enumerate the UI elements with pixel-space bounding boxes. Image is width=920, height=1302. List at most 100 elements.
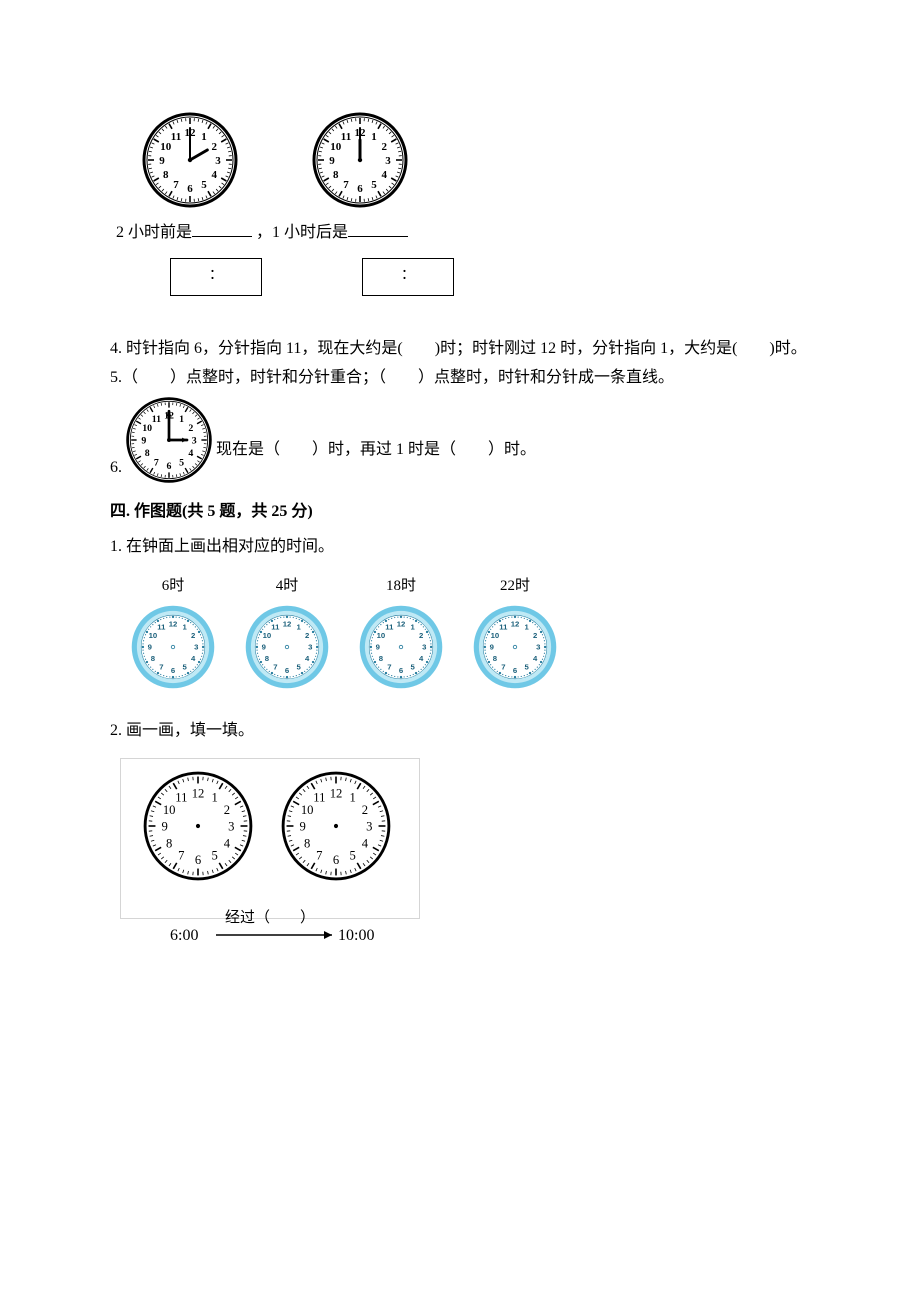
blank-1[interactable]	[192, 220, 252, 237]
svg-text:8: 8	[304, 836, 310, 850]
svg-text:2: 2	[224, 802, 230, 816]
svg-text:3: 3	[385, 155, 391, 167]
svg-text:10: 10	[160, 141, 172, 153]
s4q1-clockface-1[interactable]: 123456789101112	[130, 604, 216, 690]
svg-text:5: 5	[524, 663, 529, 672]
svg-text:4: 4	[533, 654, 538, 663]
svg-text:经过（ ）: 经过（ ）	[225, 909, 315, 926]
question-4: 4. 时针指向 6，分针指向 11，现在大约是( )时；时针刚过 12 时，分针…	[110, 336, 810, 362]
svg-text:1: 1	[371, 131, 377, 143]
svg-text:5: 5	[371, 179, 377, 191]
svg-text:9: 9	[262, 643, 267, 652]
svg-text:3: 3	[366, 819, 372, 833]
svg-text:6: 6	[285, 666, 290, 675]
svg-text:6: 6	[171, 666, 176, 675]
svg-text:7: 7	[154, 457, 159, 468]
svg-text:6: 6	[399, 666, 404, 675]
top-clock-row: 123456789101112 123456789101112	[140, 110, 810, 210]
time-box-1-colon: ：	[209, 265, 223, 287]
svg-text:9: 9	[141, 435, 146, 446]
svg-text:11: 11	[171, 131, 181, 143]
q6-text: 现在是（ ）时，再过 1 时是（ ）时。	[216, 437, 536, 481]
time-box-2[interactable]: ：	[362, 258, 454, 296]
s4q2-figure: 1234567891011121234567891011126:00经过（ ）1…	[120, 758, 810, 967]
svg-text:9: 9	[161, 819, 167, 833]
s4q1-prompt: 1. 在钟面上画出相对应的时间。	[110, 534, 810, 560]
svg-text:2: 2	[191, 631, 195, 640]
section-4-title: 四. 作图题(共 5 题，共 25 分)	[110, 499, 810, 525]
question-5: 5.（ ）点整时，时针和分针重合；（ ）点整时，时针和分针成一条直线。	[110, 365, 810, 391]
svg-text:11: 11	[341, 131, 351, 143]
svg-text:10: 10	[163, 802, 176, 816]
svg-text:6: 6	[357, 183, 363, 195]
svg-text:1: 1	[182, 622, 187, 631]
svg-text:3: 3	[308, 643, 313, 652]
svg-text:12: 12	[397, 619, 406, 628]
s4q1-clockface-3[interactable]: 123456789101112	[358, 604, 444, 690]
svg-text:1: 1	[350, 790, 356, 804]
svg-text:8: 8	[493, 654, 498, 663]
svg-text:5: 5	[212, 848, 218, 862]
svg-text:11: 11	[157, 622, 166, 631]
svg-text:10: 10	[301, 802, 314, 816]
question-6: 6. 123456789101112 现在是（ ）时，再过 1 时是（ ）时。	[110, 395, 810, 481]
svg-text:4: 4	[362, 836, 369, 850]
svg-text:4: 4	[381, 169, 387, 181]
top-label-2: ，1 小时后是	[256, 224, 348, 241]
s4q1-clockface-4[interactable]: 123456789101112	[472, 604, 558, 690]
svg-text:2: 2	[362, 802, 368, 816]
svg-text:5: 5	[179, 457, 184, 468]
svg-text:3: 3	[536, 643, 541, 652]
svg-text:8: 8	[333, 169, 339, 181]
s4q1-clock-4: 22时123456789101112	[472, 574, 558, 690]
s4q1-clock-1: 6时123456789101112	[130, 574, 216, 690]
top-clock-2-group: 123456789101112	[310, 110, 410, 210]
svg-text:9: 9	[299, 819, 305, 833]
svg-text:8: 8	[151, 654, 156, 663]
svg-text:2: 2	[211, 141, 217, 153]
svg-text:10:00: 10:00	[338, 927, 374, 944]
time-box-row: ： ：	[170, 250, 810, 296]
svg-text:1: 1	[410, 622, 415, 631]
svg-text:2: 2	[419, 631, 423, 640]
svg-text:7: 7	[159, 663, 163, 672]
svg-text:8: 8	[265, 654, 270, 663]
svg-text:7: 7	[501, 663, 505, 672]
svg-text:11: 11	[175, 790, 187, 804]
svg-text:12: 12	[192, 786, 205, 800]
s4q1-clock-3: 18时123456789101112	[358, 574, 444, 690]
svg-text:8: 8	[166, 836, 172, 850]
svg-text:1: 1	[524, 622, 529, 631]
svg-text:12: 12	[283, 619, 292, 628]
svg-text:6: 6	[513, 666, 518, 675]
svg-text:9: 9	[376, 643, 381, 652]
top-label-1: 2 小时前是	[116, 224, 192, 241]
q6-prefix: 6.	[110, 455, 122, 481]
svg-text:11: 11	[271, 622, 280, 631]
svg-text:4: 4	[224, 836, 231, 850]
s4q1-clock-label-2: 4时	[276, 574, 299, 598]
svg-text:1: 1	[179, 414, 184, 425]
svg-text:7: 7	[343, 179, 349, 191]
svg-text:6:00: 6:00	[170, 927, 198, 944]
s4q1-clock-label-3: 18时	[386, 574, 416, 598]
svg-text:11: 11	[385, 622, 394, 631]
top-clock-1-group: 123456789101112	[140, 110, 240, 210]
svg-text:5: 5	[350, 848, 356, 862]
svg-text:11: 11	[152, 414, 161, 425]
svg-text:9: 9	[159, 155, 165, 167]
svg-text:10: 10	[491, 631, 500, 640]
time-box-1[interactable]: ：	[170, 258, 262, 296]
blank-2[interactable]	[348, 220, 408, 237]
svg-text:9: 9	[148, 643, 153, 652]
svg-text:12: 12	[169, 619, 178, 628]
svg-text:4: 4	[211, 169, 217, 181]
top-clock-1: 123456789101112	[140, 110, 240, 210]
svg-text:8: 8	[163, 169, 169, 181]
svg-text:9: 9	[490, 643, 495, 652]
svg-text:1: 1	[201, 131, 207, 143]
svg-text:11: 11	[499, 622, 508, 631]
s4q1-clockface-2[interactable]: 123456789101112	[244, 604, 330, 690]
svg-text:7: 7	[173, 179, 179, 191]
svg-text:6: 6	[187, 183, 193, 195]
